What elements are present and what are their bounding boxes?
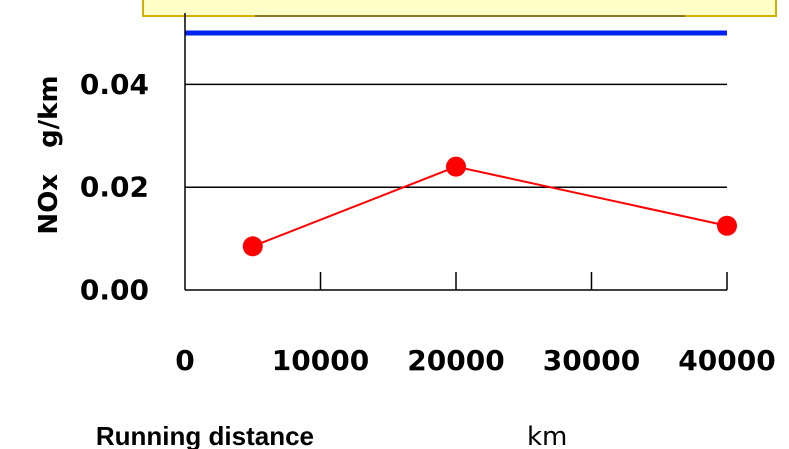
y-axis-label: NOx g/km	[34, 75, 64, 234]
x-tick-label: 10000	[272, 344, 369, 377]
series-layer	[242, 156, 737, 257]
y-tick-label: 0.00	[80, 274, 149, 307]
x-axis-unit: km	[527, 422, 567, 449]
x-tick-label: 20000	[407, 344, 504, 377]
x-tick-label: 0	[175, 344, 194, 377]
x-axis-label: Running distance	[96, 421, 314, 449]
data-point	[446, 156, 466, 177]
y-tick-label: 0.02	[80, 171, 149, 204]
series-line	[252, 165, 728, 248]
gridlines	[185, 83, 727, 188]
x-tick-labels: 0 10000 20000 30000 40000	[175, 344, 775, 377]
y-tick-label: 0.04	[80, 68, 149, 101]
data-point	[717, 215, 737, 236]
x-tick-label: 30000	[543, 344, 640, 377]
axes	[184, 13, 728, 291]
legend-banner	[142, 0, 777, 17]
y-tick-labels: 0.00 0.02 0.04	[80, 68, 149, 307]
data-point	[242, 236, 263, 257]
x-tick-label: 40000	[678, 344, 775, 377]
